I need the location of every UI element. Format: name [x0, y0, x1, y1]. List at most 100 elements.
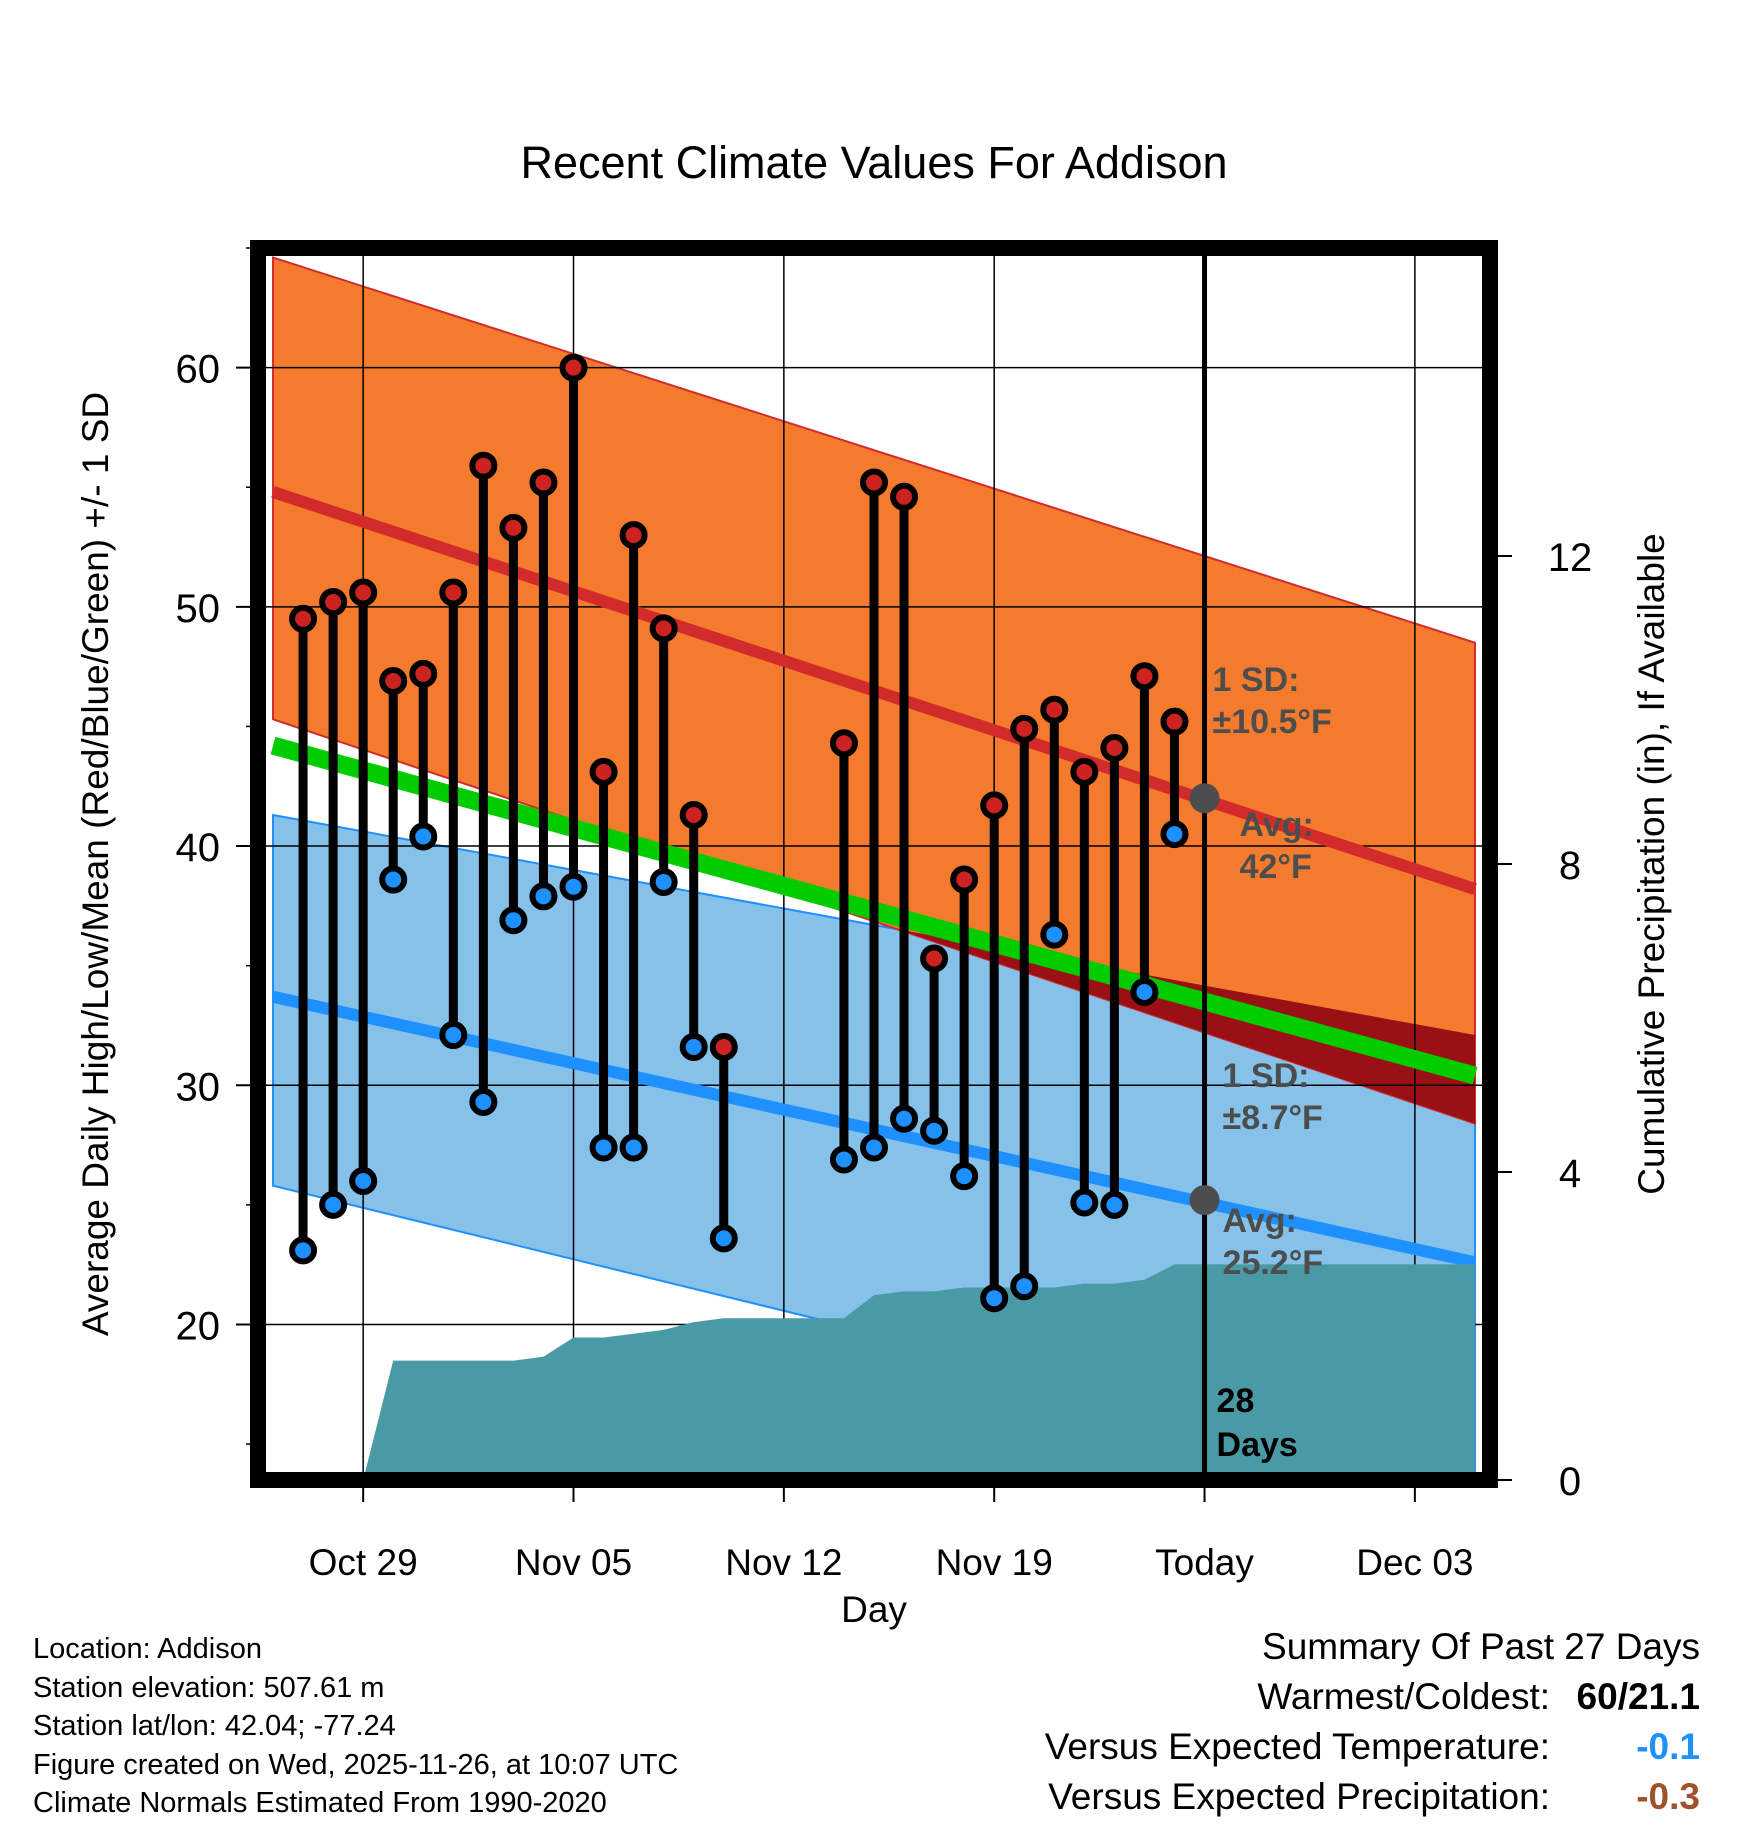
high-point [409, 659, 438, 688]
station-info: Location: Addison Station elevation: 507… [33, 1630, 678, 1823]
y2-tick-label: 8 [1559, 844, 1581, 888]
high-point [709, 1033, 738, 1062]
location-text: Location: Addison [33, 1633, 262, 1665]
low-point [920, 1116, 949, 1145]
low-point [559, 872, 588, 901]
low-point [1130, 977, 1159, 1006]
x-tick-label: Nov 12 [725, 1542, 842, 1583]
y-tick-label: 40 [176, 826, 221, 870]
x-axis-label: Day [841, 1589, 907, 1630]
high-point [1070, 757, 1099, 786]
high-point [950, 865, 979, 894]
daily-points [289, 353, 1189, 1313]
low-point [499, 906, 528, 935]
low-point [469, 1088, 498, 1117]
x-tick-label: Oct 29 [309, 1542, 418, 1583]
high-point [920, 944, 949, 973]
warmest-coldest-row: Warmest/Coldest: 60/21.1 [1045, 1672, 1700, 1722]
y2-axis-label: Cumulative Precipitation (in), If Availa… [1631, 533, 1672, 1195]
x-tick-label: Today [1155, 1542, 1254, 1583]
temp-deviation-label: Versus Expected Temperature: [1044, 1726, 1550, 1767]
x-tick-label: Nov 05 [515, 1542, 632, 1583]
y2-tick-label: 12 [1548, 536, 1593, 580]
y2-tick-label: 0 [1559, 1460, 1581, 1504]
latlon-text: Station lat/lon: 42.04; -77.24 [33, 1710, 396, 1742]
low-point [289, 1236, 318, 1265]
high-point [649, 614, 678, 643]
today-high-avg-marker [1189, 783, 1220, 814]
low-point [439, 1021, 468, 1050]
low-point [529, 882, 558, 911]
axis-ticks [236, 247, 1512, 1502]
temp-deviation-value: -0.1 [1636, 1726, 1700, 1767]
high-point [319, 588, 348, 617]
y2-tick-label: 4 [1559, 1152, 1581, 1196]
high-point [589, 757, 618, 786]
high-point [860, 468, 888, 497]
warmest-coldest-label: Warmest/Coldest: [1257, 1676, 1550, 1717]
low-point [409, 822, 438, 851]
precip-deviation-value: -0.3 [1636, 1776, 1700, 1817]
y-tick-label: 30 [176, 1065, 221, 1109]
high-point [1160, 707, 1189, 736]
summary-title: Summary Of Past 27 Days [1262, 1626, 1700, 1667]
low-point [1070, 1188, 1099, 1217]
high-point [439, 578, 468, 607]
low-point [1160, 820, 1189, 849]
chart-title: Recent Climate Values For Addison [520, 137, 1227, 188]
high-point [1010, 714, 1039, 743]
warmest-coldest-value: 60/21.1 [1576, 1676, 1700, 1717]
high-point [679, 800, 708, 829]
high-point [619, 521, 648, 550]
low-point [349, 1166, 378, 1195]
y-axis-label: Average Daily High/Low/Mean (Red/Blue/Gr… [75, 392, 116, 1336]
precip-days-label: 28 Days [1217, 1382, 1298, 1464]
low-point [1040, 920, 1069, 949]
low-point [829, 1145, 858, 1174]
high-sd-annotation: 1 SD: ±10.5°F [1213, 661, 1332, 741]
low-point [860, 1133, 888, 1162]
low-point [679, 1033, 708, 1062]
high-point [499, 513, 528, 542]
created-text: Figure created on Wed, 2025-11-26, at 10… [33, 1748, 679, 1781]
y-tick-label: 20 [176, 1305, 221, 1349]
high-point [379, 666, 408, 695]
today-low-avg-marker [1189, 1185, 1220, 1216]
daily-bars [298, 367, 1179, 1299]
elevation-text: Station elevation: 507.61 m [33, 1671, 385, 1704]
high-point [529, 468, 558, 497]
low-point [709, 1224, 738, 1253]
precip-deviation-label: Versus Expected Precipitation: [1048, 1776, 1550, 1817]
temp-deviation-row: Versus Expected Temperature: -0.1 [1045, 1722, 1700, 1772]
normals-text: Climate Normals Estimated From 1990-2020 [33, 1787, 607, 1819]
high-point [289, 604, 318, 633]
x-tick-label: Nov 19 [936, 1542, 1053, 1583]
low-point [890, 1104, 919, 1133]
precip-area [364, 1264, 1475, 1476]
high-point [829, 729, 858, 758]
x-tick-label: Dec 03 [1356, 1542, 1473, 1583]
low-point [1010, 1272, 1039, 1301]
high-point [559, 353, 588, 382]
y-tick-label: 50 [176, 587, 221, 631]
low-point [319, 1190, 348, 1219]
high-point [1100, 733, 1129, 762]
high-point [469, 451, 498, 480]
summary-panel: Summary Of Past 27 Days Warmest/Coldest:… [1045, 1622, 1700, 1822]
precip-deviation-row: Versus Expected Precipitation: -0.3 [1045, 1772, 1700, 1822]
low-point [619, 1133, 648, 1162]
high-avg-annotation: Avg: 42°F [1240, 806, 1314, 886]
low-point [379, 865, 408, 894]
low-point [980, 1284, 1009, 1313]
high-point [1040, 695, 1069, 724]
low-point [649, 867, 678, 896]
high-point [980, 791, 1009, 820]
high-point [890, 482, 919, 511]
overlap-band [897, 929, 1475, 1124]
low-avg-annotation: Avg: 25.2°F [1223, 1202, 1324, 1282]
low-point [1100, 1190, 1129, 1219]
high-point [1130, 662, 1159, 691]
low-point [589, 1133, 618, 1162]
high-point [349, 578, 378, 607]
